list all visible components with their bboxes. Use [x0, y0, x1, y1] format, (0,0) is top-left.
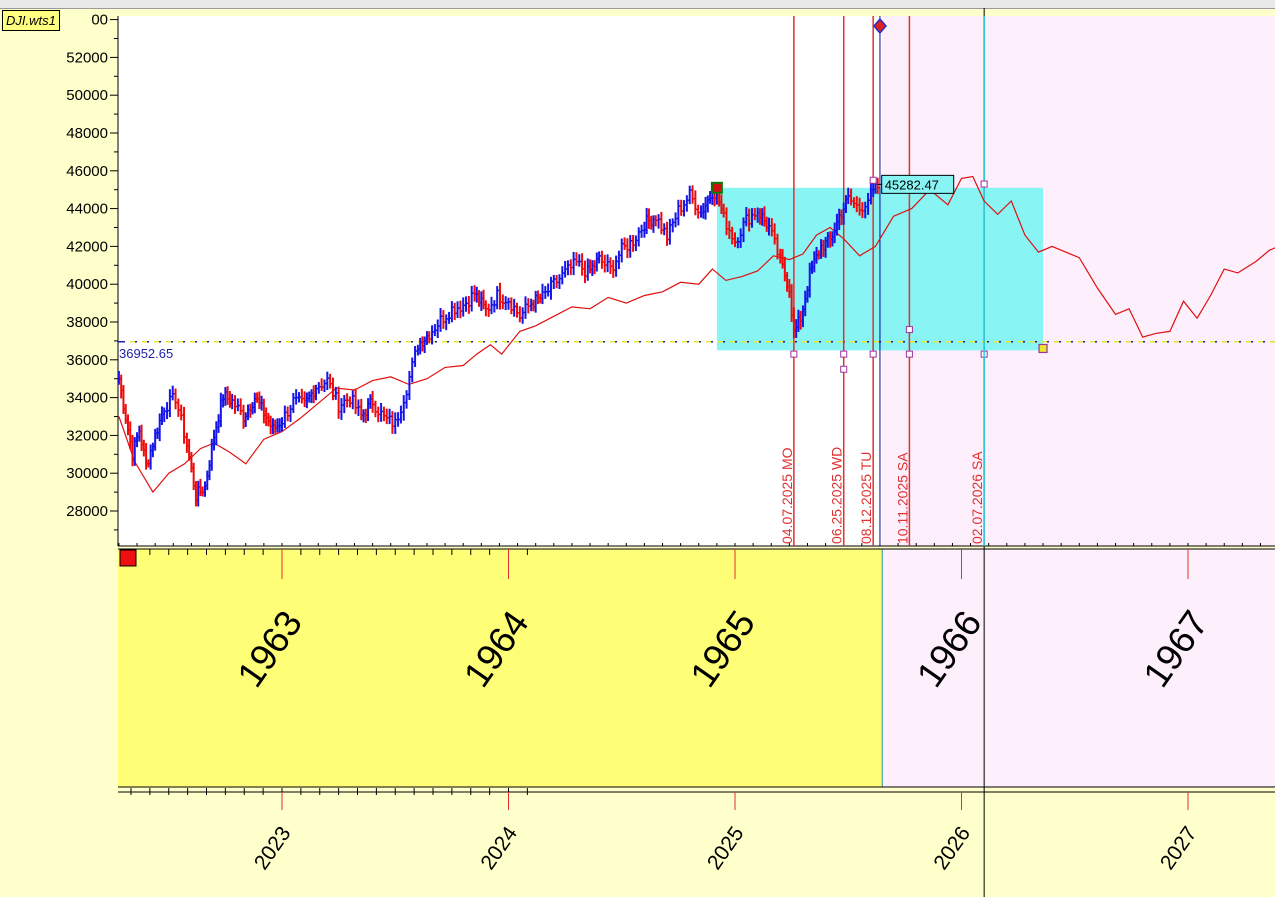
cycle-band-past [118, 549, 883, 787]
y-tick-label: 44000 [66, 201, 108, 218]
y-tick-label: 00 [91, 12, 108, 29]
cycle-date-marker [905, 350, 913, 358]
cursor-point-marker [980, 180, 988, 188]
cycle-date-label: 04.07.2025 MO [779, 447, 795, 544]
date-year-label: 2025 [703, 823, 749, 874]
cycle-mid-marker [905, 326, 913, 334]
cycle-date-label: 06.25.2025 WD [829, 447, 845, 544]
cycle-date-label: 02.07.2026 SA [969, 451, 985, 544]
cycle-date-marker [840, 350, 848, 358]
cycle-date-marker [869, 350, 877, 358]
y-tick-label: 30000 [66, 465, 108, 482]
date-year-label: 2024 [476, 822, 522, 874]
last-bar-marker [869, 176, 877, 184]
cycle-band-future [882, 549, 1275, 787]
last-price-label: 45282.47 [885, 177, 939, 192]
today-marker [872, 17, 887, 35]
date-year-label: 2026 [929, 823, 975, 874]
last-price-box [881, 174, 955, 194]
y-tick-label: 36000 [66, 352, 108, 369]
toolbar-strip [0, 0, 1275, 9]
reference-level-label: 36952.65 [119, 346, 173, 361]
cycle-date-label: 10.11.2025 SA [894, 452, 910, 544]
y-tick-label: 48000 [66, 125, 108, 142]
box-end-marker [1038, 343, 1048, 354]
y-tick-label: 42000 [66, 238, 108, 255]
ticker-label[interactable]: DJI.wts1 [2, 10, 60, 31]
cycle-low-marker [840, 365, 848, 373]
y-tick-label: 38000 [66, 314, 108, 331]
peak-marker [710, 181, 723, 194]
y-tick-label: 52000 [66, 49, 108, 66]
y-tick-label: 46000 [66, 163, 108, 180]
y-tick-label: 34000 [66, 390, 108, 407]
price-bars [117, 177, 881, 507]
y-tick-label: 50000 [66, 87, 108, 104]
cycle-date-label: 08.12.2025 TU [858, 452, 874, 544]
cycle-start-marker [119, 549, 137, 567]
projection-line [118, 175, 1275, 494]
date-year-label: 2023 [250, 823, 296, 874]
y-tick-label: 32000 [66, 427, 108, 444]
y-tick-label: 28000 [66, 503, 108, 520]
y-tick-label: 40000 [66, 276, 108, 293]
date-year-label: 2027 [1156, 823, 1202, 874]
cycle-date-marker [790, 350, 798, 358]
